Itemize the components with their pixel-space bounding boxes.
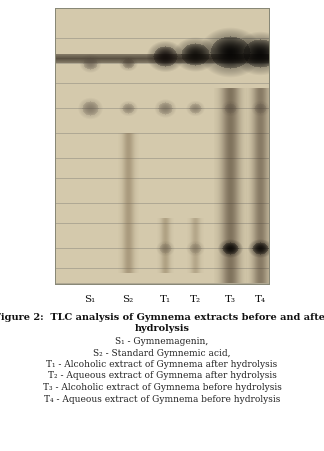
Text: T₄: T₄ — [254, 295, 266, 304]
Text: T₃ - Alcoholic extract of Gymnema before hydrolysis: T₃ - Alcoholic extract of Gymnema before… — [42, 383, 282, 392]
Text: S₁ - Gymnemagenin,: S₁ - Gymnemagenin, — [115, 337, 209, 346]
Text: T₁ - Alcoholic extract of Gymnema after hydrolysis: T₁ - Alcoholic extract of Gymnema after … — [46, 360, 278, 369]
Text: S₂ - Standard Gymnemic acid,: S₂ - Standard Gymnemic acid, — [93, 349, 231, 358]
Text: S₂: S₂ — [122, 295, 133, 304]
Text: hydrolysis: hydrolysis — [134, 324, 190, 333]
Text: T₂: T₂ — [190, 295, 201, 304]
Text: T₂ - Aqueous extract of Gymnema after hydrolysis: T₂ - Aqueous extract of Gymnema after hy… — [48, 372, 276, 381]
Text: T₃: T₃ — [225, 295, 236, 304]
Text: Figure 2:  TLC analysis of Gymnema extracts before and after: Figure 2: TLC analysis of Gymnema extrac… — [0, 313, 324, 322]
Text: S₁: S₁ — [84, 295, 96, 304]
Text: T₁: T₁ — [159, 295, 170, 304]
Text: T₄ - Aqueous extract of Gymnema before hydrolysis: T₄ - Aqueous extract of Gymnema before h… — [44, 395, 280, 404]
